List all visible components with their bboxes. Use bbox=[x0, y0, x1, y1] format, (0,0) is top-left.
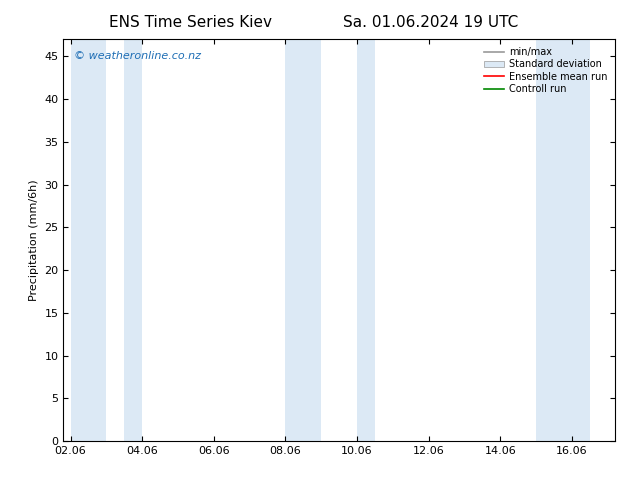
Text: Sa. 01.06.2024 19 UTC: Sa. 01.06.2024 19 UTC bbox=[344, 15, 519, 30]
Legend: min/max, Standard deviation, Ensemble mean run, Controll run: min/max, Standard deviation, Ensemble me… bbox=[481, 44, 610, 97]
Y-axis label: Precipitation (mm/6h): Precipitation (mm/6h) bbox=[29, 179, 39, 301]
Text: © weatheronline.co.nz: © weatheronline.co.nz bbox=[74, 51, 202, 61]
Bar bbox=[285, 39, 321, 441]
Bar bbox=[70, 39, 107, 441]
Bar bbox=[124, 39, 142, 441]
Bar bbox=[357, 39, 375, 441]
Bar bbox=[536, 39, 590, 441]
Text: ENS Time Series Kiev: ENS Time Series Kiev bbox=[108, 15, 272, 30]
